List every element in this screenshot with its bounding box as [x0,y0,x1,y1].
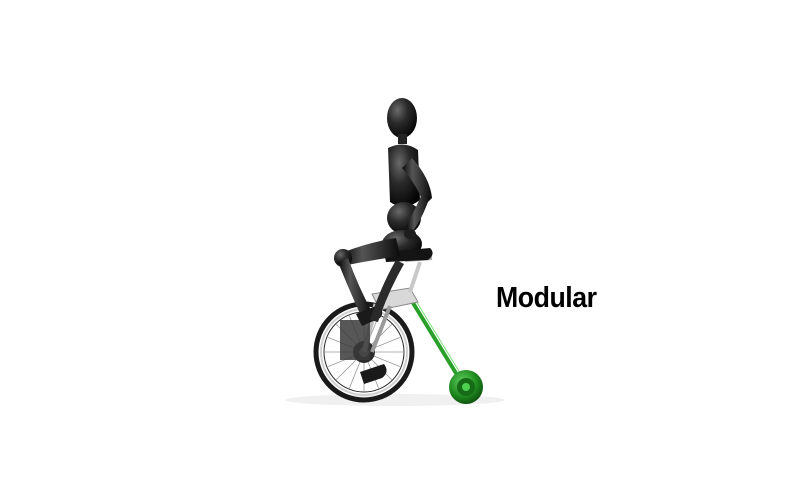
mannequin-figure [334,98,433,384]
ground-shadow [285,394,505,406]
caption-label: Modular [496,282,597,314]
modular-attachment [408,295,483,404]
